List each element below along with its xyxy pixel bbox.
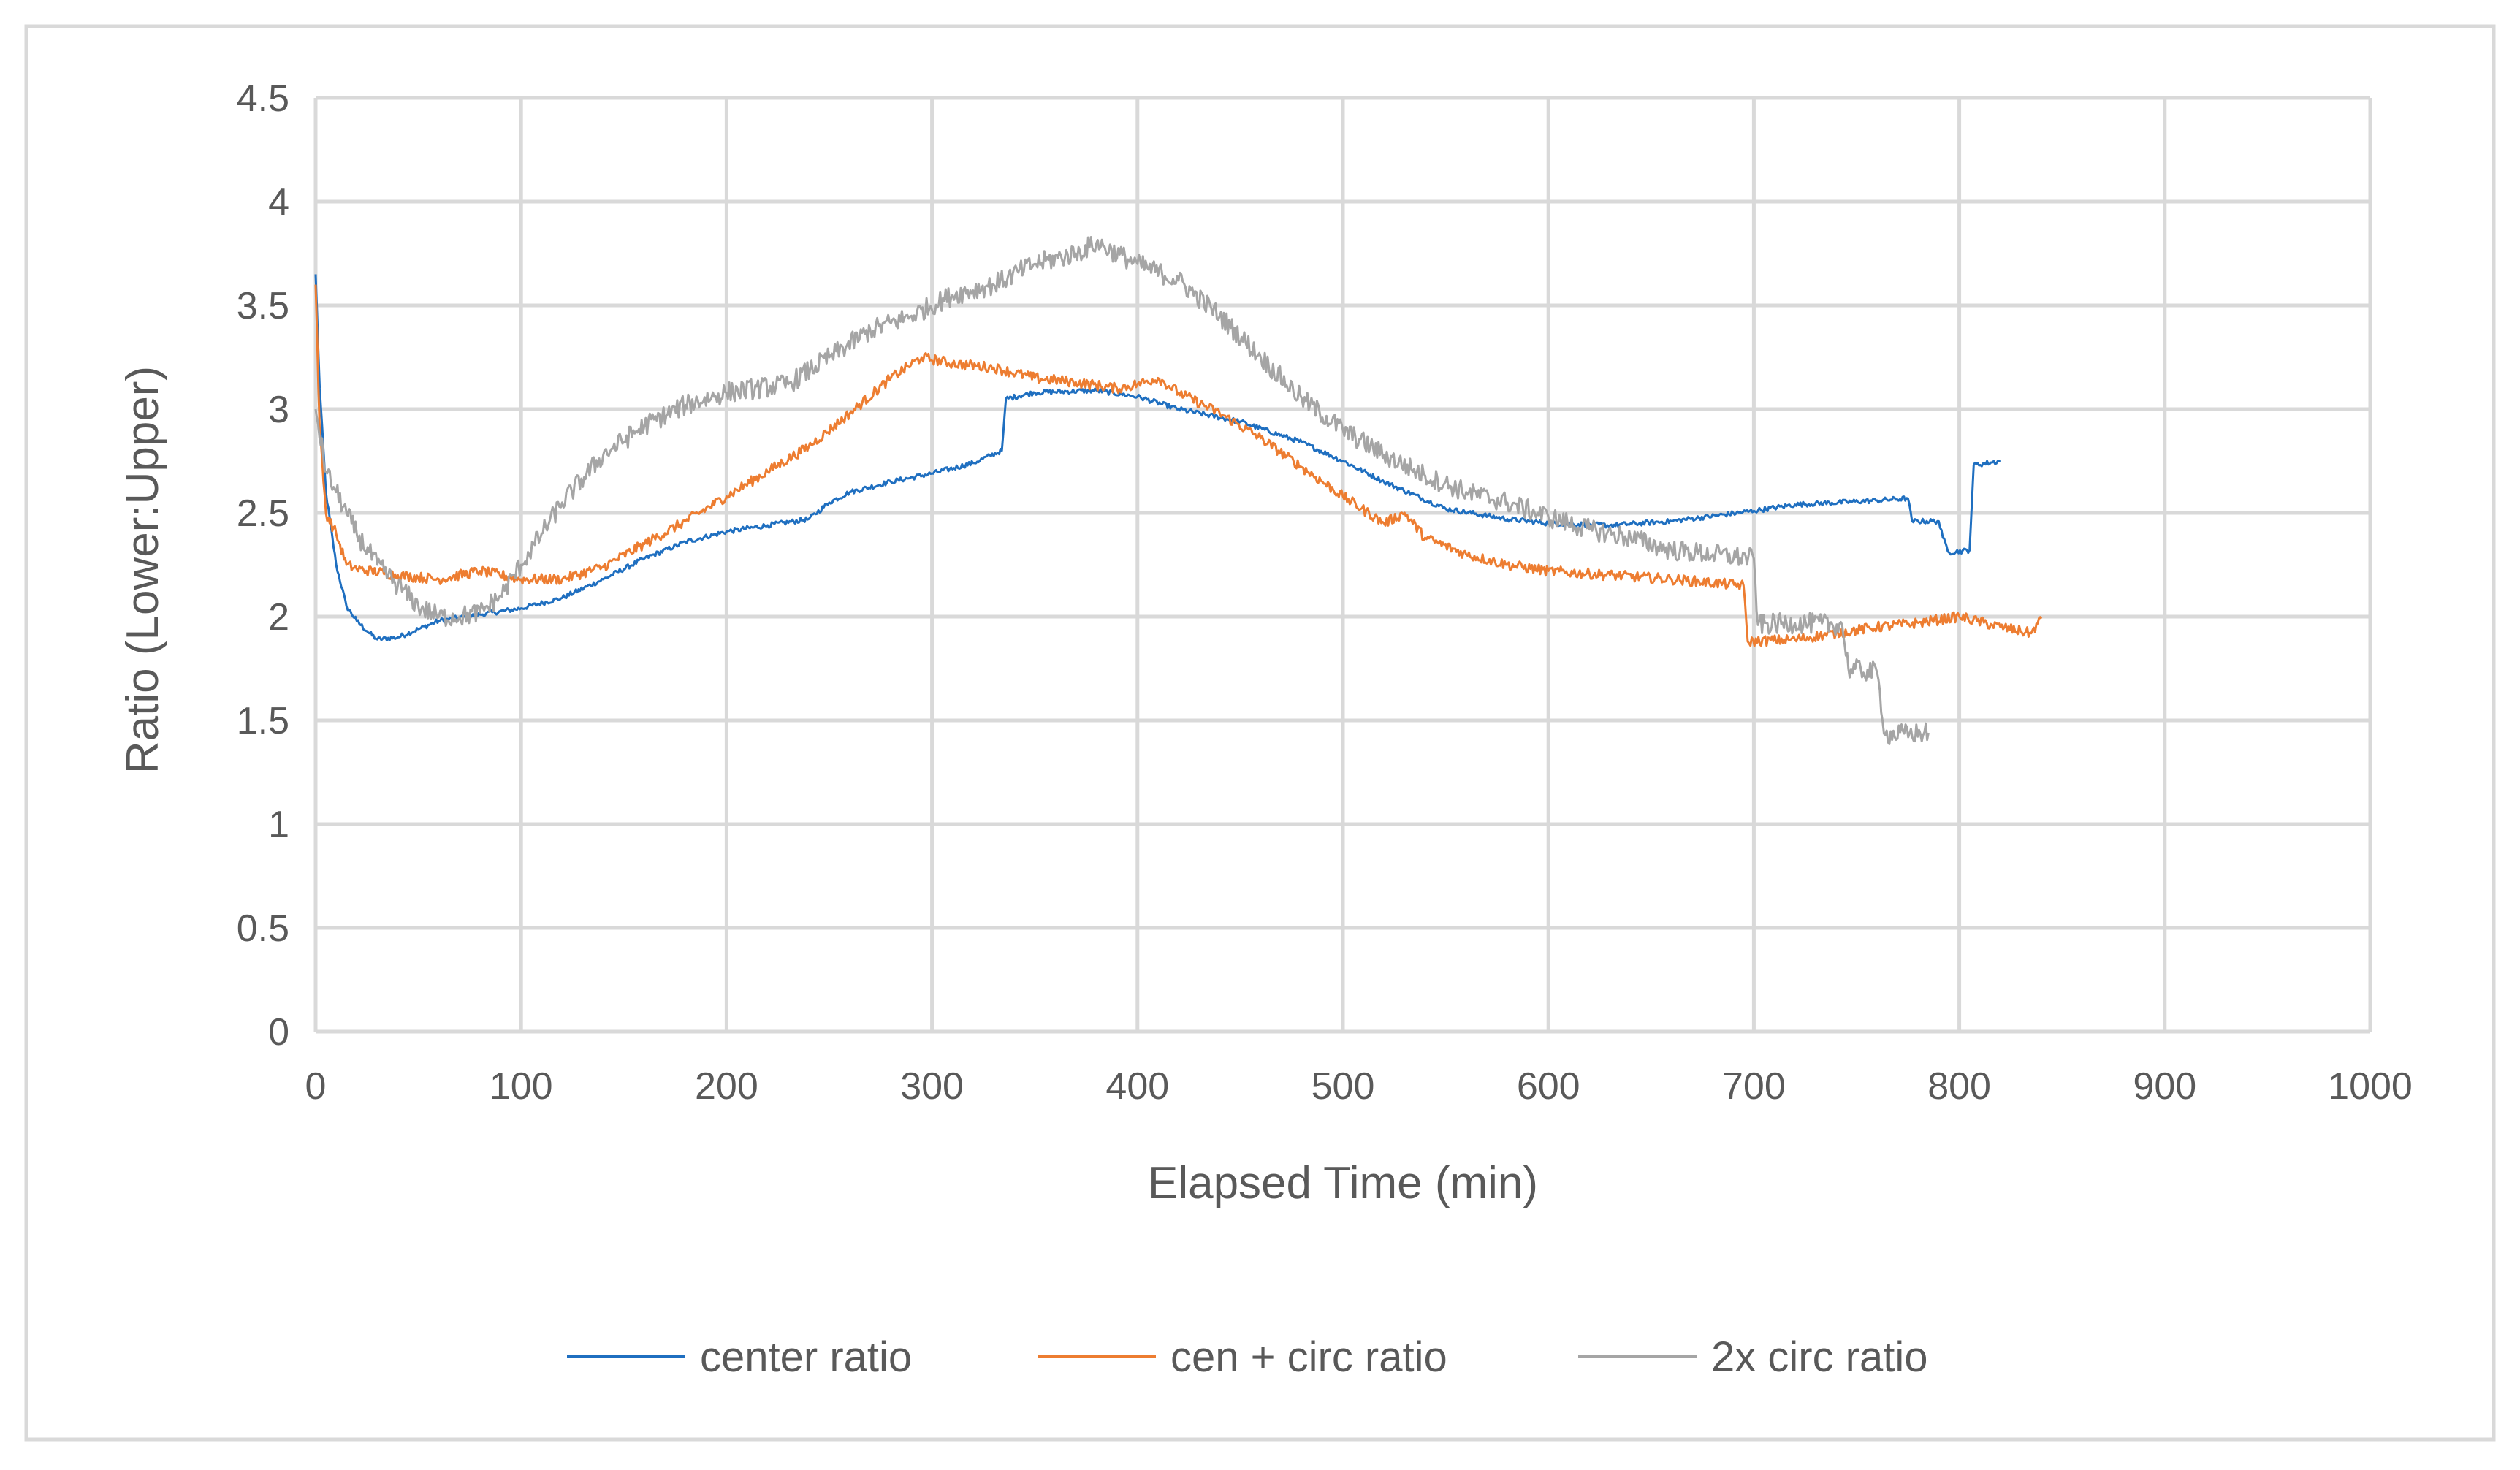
y-tick-label: 4 [268, 181, 289, 224]
series-line-2 [314, 236, 1930, 745]
y-tick-label: 1.5 [237, 700, 289, 742]
y-tick-label: 1 [268, 804, 289, 846]
legend-label-1: cen + circ ratio [1170, 1333, 1447, 1381]
y-tick-label: 4.5 [237, 77, 289, 120]
y-tick-label: 2.5 [237, 492, 289, 535]
x-tick-label: 800 [1927, 1065, 1991, 1108]
x-tick-label: 400 [1105, 1065, 1169, 1108]
x-tick-label: 700 [1722, 1065, 1786, 1108]
legend-label-2: 2x circ ratio [1711, 1333, 1928, 1381]
chart-frame [24, 24, 2496, 1442]
series-lines [314, 236, 2043, 745]
series-line-1 [314, 284, 2043, 647]
y-axis-title: Ratio (Lower:Upper) [118, 366, 168, 774]
y-tick-label: 3 [268, 389, 289, 431]
x-tick-label: 100 [490, 1065, 553, 1108]
x-tick-label: 300 [900, 1065, 964, 1108]
tick-labels: 0 100 200 300 400 500 600 700 800 900 1000 0 0.5 1 1.5… [237, 77, 2413, 1108]
x-tick-label: 1000 [2328, 1065, 2413, 1108]
x-tick-label: 900 [2133, 1065, 2196, 1108]
series-line-0 [314, 274, 2001, 642]
gridlines [313, 96, 2372, 1034]
x-tick-label: 500 [1312, 1065, 1375, 1108]
x-tick-label: 0 [305, 1065, 327, 1108]
y-tick-label: 0.5 [237, 907, 289, 950]
y-tick-label: 0 [268, 1011, 289, 1054]
y-tick-label: 3.5 [237, 285, 289, 327]
legend: center ratio cen + circ ratio 2x circ rati… [567, 1333, 1928, 1381]
y-tick-label: 2 [268, 596, 289, 639]
x-tick-label: 200 [695, 1065, 758, 1108]
x-axis-title: Elapsed Time (min) [1148, 1158, 1538, 1208]
x-tick-label: 600 [1517, 1065, 1580, 1108]
legend-label-0: center ratio [700, 1333, 912, 1381]
